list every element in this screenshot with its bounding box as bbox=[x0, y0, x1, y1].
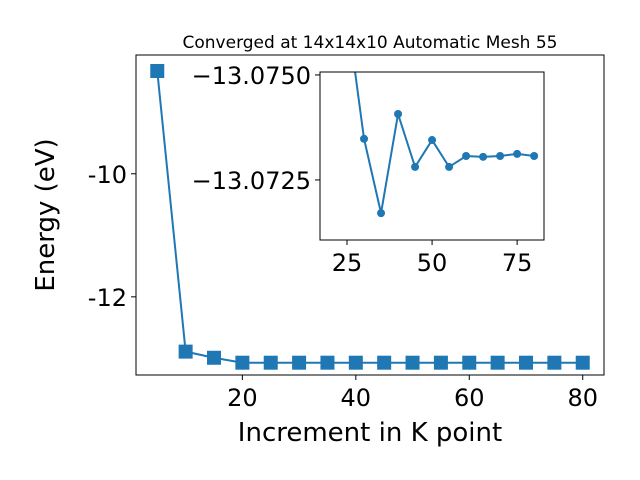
marker bbox=[462, 355, 477, 370]
marker bbox=[490, 355, 505, 370]
x-tick-label: 25 bbox=[332, 249, 363, 277]
y-tick-label: −13.0750 bbox=[192, 62, 311, 90]
marker bbox=[178, 344, 193, 359]
x-axis-label: Increment in K point bbox=[238, 418, 502, 448]
marker bbox=[377, 209, 386, 218]
x-tick-label: 40 bbox=[341, 384, 372, 412]
x-tick-label: 80 bbox=[567, 384, 598, 412]
marker bbox=[462, 152, 471, 160]
marker bbox=[207, 350, 221, 365]
marker bbox=[348, 355, 363, 370]
marker bbox=[547, 355, 562, 370]
plot-area bbox=[354, 72, 539, 218]
chart-title: Converged at 14x14x10 Automatic Mesh 55 bbox=[183, 33, 558, 53]
marker bbox=[377, 355, 392, 370]
y-tick-label: -10 bbox=[88, 161, 127, 189]
marker bbox=[513, 149, 522, 158]
x-tick-label: 60 bbox=[454, 384, 485, 412]
marker bbox=[496, 152, 505, 160]
x-tick-label: 75 bbox=[502, 249, 533, 277]
marker bbox=[445, 162, 454, 171]
axes-background bbox=[320, 72, 544, 240]
marker bbox=[411, 162, 420, 171]
axes-frame bbox=[135, 54, 605, 376]
marker bbox=[235, 355, 250, 370]
plot-area bbox=[150, 64, 590, 370]
series-line bbox=[156, 70, 583, 364]
marker bbox=[519, 355, 533, 370]
y-tick-label: -12 bbox=[88, 284, 127, 312]
y-tick-label: −13.0725 bbox=[192, 167, 311, 195]
marker bbox=[263, 355, 278, 370]
y-axis-label: Energy (eV) bbox=[31, 138, 61, 291]
marker bbox=[575, 355, 590, 370]
marker bbox=[320, 355, 335, 370]
x-tick-label: 50 bbox=[417, 249, 448, 277]
marker bbox=[433, 355, 448, 370]
x-tick-label: 20 bbox=[227, 384, 258, 412]
marker bbox=[150, 64, 165, 78]
marker bbox=[405, 355, 420, 370]
marker bbox=[292, 355, 307, 370]
marker bbox=[360, 134, 369, 143]
marker bbox=[530, 152, 539, 160]
marker bbox=[428, 136, 437, 145]
marker bbox=[479, 152, 488, 161]
marker bbox=[394, 110, 403, 118]
